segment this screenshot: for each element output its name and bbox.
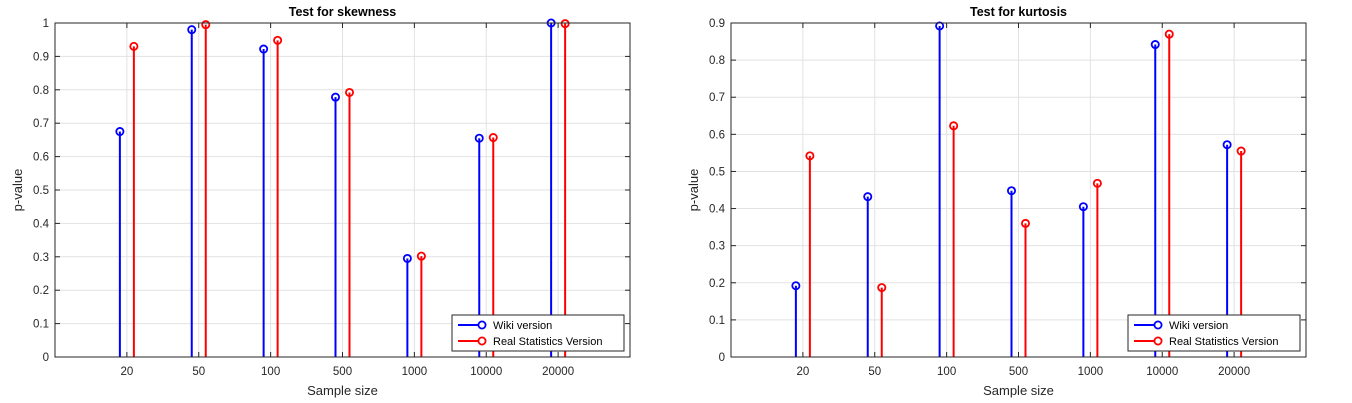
skewness-y-tick-label: 0.7 — [33, 118, 49, 130]
kurtosis-stem-marker — [1092, 178, 1102, 188]
kurtosis-y-axis-label: p-value — [686, 169, 701, 212]
skewness-stem-marker — [402, 253, 412, 263]
skewness-stem-marker — [187, 25, 197, 35]
kurtosis-stem-marker — [1078, 202, 1088, 212]
kurtosis-chart-svg: 0 0.1 0.2 0.3 0.4 0.5 0.6 0.7 0.8 0.9 20 50 100 500 10… — [686, 5, 1307, 398]
skewness-stem-marker — [474, 133, 484, 143]
skewness-y-tick-label: 0.2 — [33, 285, 49, 297]
skewness-x-tick-label: 500 — [333, 366, 352, 378]
kurtosis-stem-marker — [805, 151, 815, 161]
skewness-stem-marker — [416, 251, 426, 261]
skewness-stem-marker — [201, 20, 211, 30]
skewness-x-tick-label: 1000 — [402, 366, 428, 378]
skewness-stem-marker — [344, 87, 354, 97]
skewness-y-tick-label: 0.9 — [33, 51, 49, 63]
kurtosis-y-tick-label: 0.9 — [709, 18, 725, 30]
skewness-y-tick-label: 0.3 — [33, 252, 49, 264]
kurtosis-stem-marker — [949, 121, 959, 131]
skewness-y-tick-label: 0.5 — [33, 185, 49, 197]
skewness-stem-marker — [115, 127, 125, 137]
skewness-legend-label: Wiki version — [493, 320, 552, 332]
skewness-y-tick-label: 0.4 — [33, 218, 50, 230]
skewness-title: Test for skewness — [289, 5, 397, 19]
kurtosis-x-tick-label: 100 — [937, 366, 956, 378]
skewness-series-0 — [115, 18, 556, 357]
kurtosis-y-tick-label: 0.3 — [709, 241, 725, 253]
skewness-y-axis-label: p-value — [10, 169, 25, 212]
skewness-stem-marker — [129, 41, 139, 51]
kurtosis-y-tick-label: 0.8 — [709, 55, 725, 67]
kurtosis-y-tick-label: 0 — [719, 352, 725, 364]
kurtosis-x-axis-label: Sample size — [983, 383, 1054, 398]
kurtosis-y-tick-label: 0.2 — [709, 278, 725, 290]
kurtosis-x-tick-label: 10000 — [1146, 366, 1178, 378]
skewness-y-tick-label: 0 — [43, 352, 49, 364]
kurtosis-y-tick-label: 0.5 — [709, 166, 725, 178]
kurtosis-legend-label: Wiki version — [1169, 320, 1228, 332]
skewness-chart-svg: 0 0.1 0.2 0.3 0.4 0.5 0.6 0.7 0.8 0.9 1 20 50 100 500 1… — [10, 5, 631, 398]
skewness-stem-marker — [330, 92, 340, 102]
skewness-x-tick-label: 10000 — [470, 366, 502, 378]
kurtosis-stem-marker — [1150, 40, 1160, 50]
kurtosis-stem-marker — [1006, 186, 1016, 196]
kurtosis-legend-marker — [1153, 320, 1163, 330]
kurtosis-legend-label: Real Statistics Version — [1169, 336, 1278, 348]
skewness-y-tick-label: 0.1 — [33, 319, 49, 331]
skewness-legend-marker — [477, 336, 487, 346]
kurtosis-y-tick-label: 0.7 — [709, 92, 725, 104]
kurtosis-stem-marker — [791, 281, 801, 291]
skewness-stem-marker — [259, 44, 269, 54]
skewness-x-tick-label: 50 — [192, 366, 205, 378]
kurtosis-x-tick-label: 50 — [868, 366, 881, 378]
kurtosis-x-tick-label: 20000 — [1218, 366, 1250, 378]
kurtosis-stem-marker — [1020, 218, 1030, 228]
kurtosis-y-tick-label: 0.4 — [709, 204, 726, 216]
skewness-legend: Wiki version Real Statistics Version — [451, 314, 625, 352]
skewness-x-tick-label: 100 — [261, 366, 280, 378]
kurtosis-legend: Wiki version Real Statistics Version — [1127, 314, 1301, 352]
kurtosis-legend-marker — [1153, 336, 1163, 346]
kurtosis-title: Test for kurtosis — [970, 5, 1067, 19]
kurtosis-stem-marker — [1164, 29, 1174, 39]
kurtosis-x-tick-label: 20 — [796, 366, 809, 378]
kurtosis-x-tick-label: 500 — [1009, 366, 1028, 378]
skewness-x-tick-label: 20000 — [542, 366, 574, 378]
skewness-y-tick-label: 1 — [43, 18, 49, 30]
kurtosis-y-tick-label: 0.1 — [709, 315, 725, 327]
skewness-stem-marker — [273, 35, 283, 45]
kurtosis-x-tick-label: 1000 — [1078, 366, 1104, 378]
skewness-series-1 — [129, 19, 570, 357]
skewness-chart: 0 0.1 0.2 0.3 0.4 0.5 0.6 0.7 0.8 0.9 1 20 50 100 500 1… — [10, 5, 631, 398]
skewness-x-axis-label: Sample size — [307, 383, 378, 398]
kurtosis-stem-marker — [935, 21, 945, 31]
kurtosis-stem-marker — [877, 283, 887, 293]
kurtosis-y-tick-label: 0.6 — [709, 129, 725, 141]
skewness-legend-label: Real Statistics Version — [493, 336, 602, 348]
kurtosis-chart: 0 0.1 0.2 0.3 0.4 0.5 0.6 0.7 0.8 0.9 20 50 100 500 10… — [676, 0, 1352, 403]
skewness-y-tick-label: 0.8 — [33, 85, 49, 97]
skewness-legend-marker — [477, 320, 487, 330]
kurtosis-stem-marker — [863, 192, 873, 202]
skewness-stem-marker — [488, 133, 498, 143]
skewness-stem-marker — [560, 19, 570, 29]
kurtosis-stem-marker — [1222, 140, 1232, 150]
kurtosis-stem-marker — [1236, 146, 1246, 156]
skewness-y-tick-label: 0.6 — [33, 152, 49, 164]
skewness-x-tick-label: 20 — [120, 366, 133, 378]
